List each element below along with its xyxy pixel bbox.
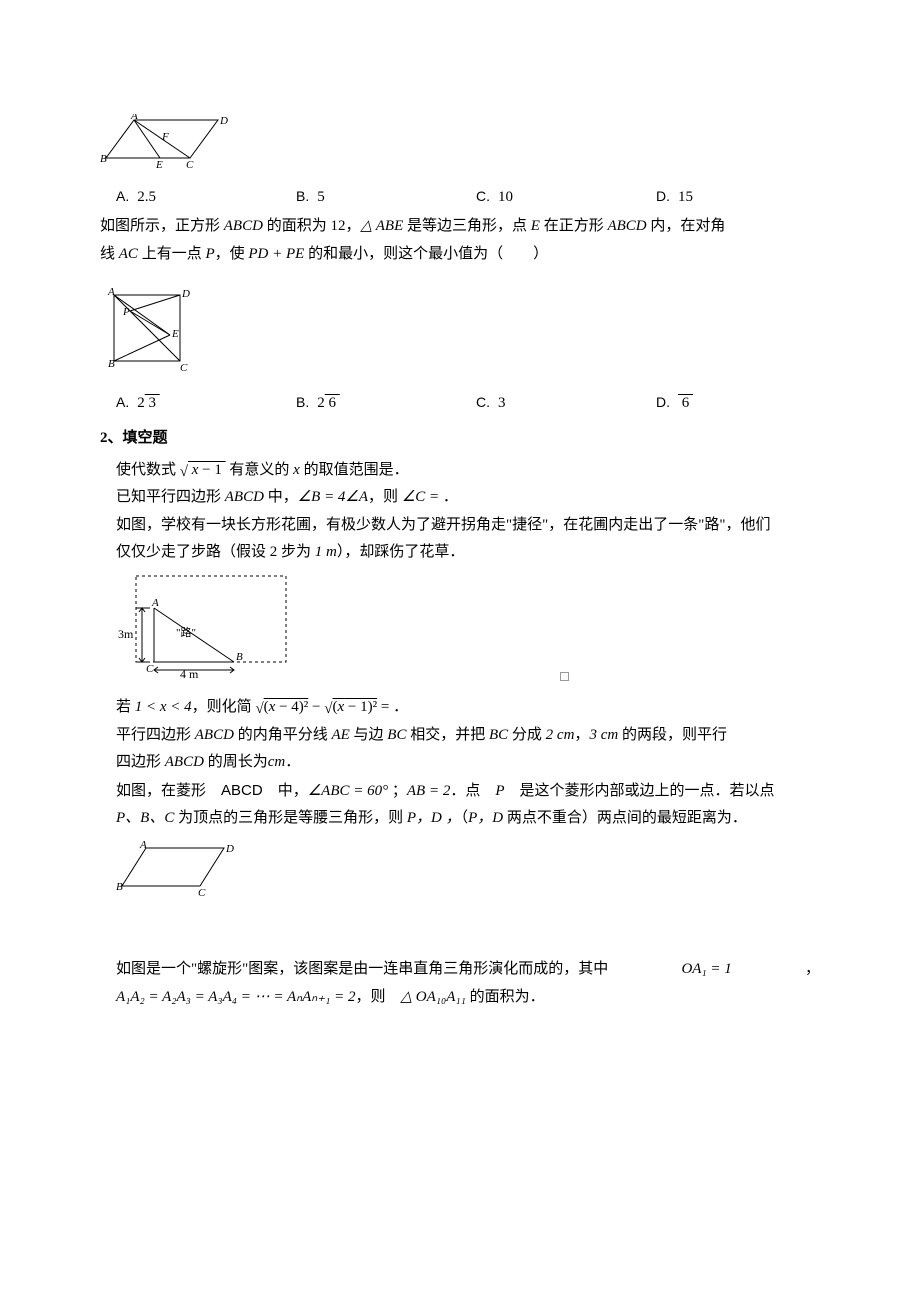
fig1-F: F xyxy=(161,131,169,143)
section-fill-blank: 2、填空题 xyxy=(100,426,820,452)
opt1-A-val: 2.5 xyxy=(137,185,156,211)
opt1-B-val: 5 xyxy=(317,185,325,211)
fig2-A: A xyxy=(107,286,115,298)
fig2-P: P xyxy=(122,306,130,318)
fill7-line1: 如图是一个"螺旋形"图案，该图案是由一连串直角三角形演化而成的，其中 OA₁ =… xyxy=(116,957,820,983)
opt2-A-val: 2 3 xyxy=(137,391,160,417)
options-row-2: A. 2 3 B. 2 6 C. 3 D. 6 xyxy=(116,391,820,417)
opt2-A-lbl: A. xyxy=(116,391,129,415)
opt1-C-val: 10 xyxy=(498,185,513,211)
fill6-line2: P、B、C 为顶点的三角形是等腰三角形，则 P，D ，（P，D 两点不重合）两点… xyxy=(116,806,820,832)
fill1: 使代数式 √ x − 1 有意义的 x 的取值范围是． xyxy=(116,458,820,484)
fig1-C: C xyxy=(186,159,194,169)
fill7-line2: A₁A₂ = A₂A₃ = A₃A₄ = ⋯ = AₙAₙ₊₁ = 2，则 △ … xyxy=(116,985,820,1011)
opt1-A-lbl: A. xyxy=(116,185,129,209)
opt1-D-val: 15 xyxy=(678,185,693,211)
opt2-D-val: 6 xyxy=(678,391,693,417)
fig4-C: C xyxy=(198,887,206,898)
figure-square-pe: A B C D E P xyxy=(100,285,820,385)
fill5-line1: 平行四边形 ABCD 的内角平分线 AE 与边 BC 相交，并把 BC 分成 2… xyxy=(116,723,820,749)
tiny-marker xyxy=(560,672,569,681)
opt2-C-val: 3 xyxy=(498,391,506,417)
fig2-B: B xyxy=(108,358,115,370)
opt1-C-lbl: C. xyxy=(476,185,490,209)
fig1-D: D xyxy=(219,115,228,127)
figure-rhombus: A B C D xyxy=(116,840,820,908)
figure-parallelogram-ef: A B C D E F xyxy=(100,114,820,179)
fig3-h: 3m xyxy=(118,627,134,641)
fig2-C: C xyxy=(180,362,188,374)
fill5-line2: 四边形 ABCD 的周长为cm． xyxy=(116,750,820,776)
options-row-1: A. 2.5 B. 5 C. 10 D. 15 xyxy=(116,185,820,211)
opt2-D-lbl: D. xyxy=(656,391,670,415)
fig3-B: B xyxy=(236,651,243,663)
fig1-B: B xyxy=(100,153,107,165)
fig3-road: "路" xyxy=(176,626,196,639)
fig1-A: A xyxy=(130,114,138,122)
fig4-A: A xyxy=(139,840,147,851)
q2-line1: 如图所示，正方形 ABCD 的面积为 12，△ ABE 是等边三角形，点 E 在… xyxy=(100,214,820,240)
fig3-C: C xyxy=(146,663,154,675)
fill3-line2: 仅仅少走了步路（假设 2 步为 1 m），却踩伤了花草． xyxy=(116,540,820,566)
fig2-E: E xyxy=(171,328,179,340)
opt2-C-lbl: C. xyxy=(476,391,490,415)
q2-line2: 线 AC 上有一点 P，使 PD + PE 的和最小，则这个最小值为（ ） xyxy=(100,242,820,268)
fig4-D: D xyxy=(225,843,234,855)
fill4: 若 1 < x < 4，则化简 √(x − 4)² − √(x − 1)² = … xyxy=(116,695,820,721)
opt1-D-lbl: D. xyxy=(656,185,670,209)
opt2-B-val: 2 6 xyxy=(317,391,340,417)
fig3-w: 4 m xyxy=(180,667,199,680)
fig2-D: D xyxy=(181,288,190,300)
opt2-B-lbl: B. xyxy=(296,391,309,415)
opt1-B-lbl: B. xyxy=(296,185,309,209)
fill3-line1: 如图，学校有一块长方形花圃，有极少数人为了避开拐角走"捷径"，在花圃内走出了一条… xyxy=(116,513,820,539)
fig3-A: A xyxy=(151,597,159,609)
fill6-line1: 如图，在菱形 ABCD 中，∠ABC = 60° ；AB = 2．点 P 是这个… xyxy=(116,778,820,805)
fig4-B: B xyxy=(116,881,123,893)
fig1-E: E xyxy=(155,159,163,169)
figure-flowerbed: A B C "路" 3m 4 m xyxy=(116,570,820,690)
fill2: 已知平行四边形 ABCD 中，∠B = 4∠A，则 ∠C = ． xyxy=(116,485,820,511)
